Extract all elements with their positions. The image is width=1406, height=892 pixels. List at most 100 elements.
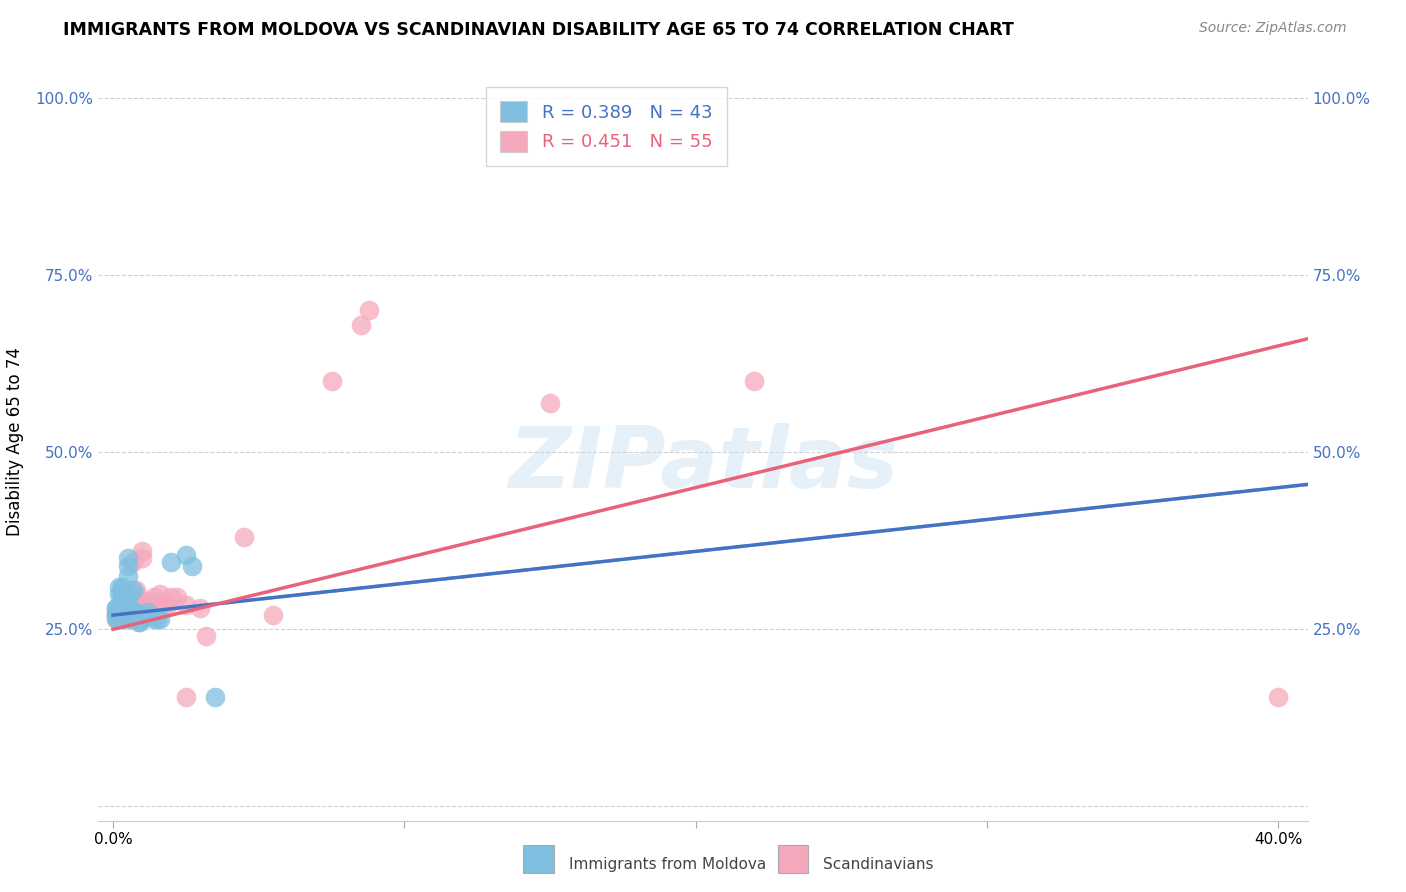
Point xyxy=(350,318,373,332)
Point xyxy=(111,587,134,601)
Point xyxy=(104,601,127,615)
Text: Source: ZipAtlas.com: Source: ZipAtlas.com xyxy=(1199,21,1347,35)
Point xyxy=(111,587,134,601)
Point xyxy=(108,587,131,601)
Point xyxy=(120,601,142,615)
Point xyxy=(117,612,139,626)
Point xyxy=(117,594,139,608)
Point xyxy=(104,601,127,615)
Point xyxy=(104,608,127,623)
Point xyxy=(149,587,172,601)
Point xyxy=(160,555,183,569)
Point xyxy=(108,601,131,615)
Text: Scandinavians: Scandinavians xyxy=(823,857,934,872)
Point xyxy=(359,303,381,318)
Point xyxy=(128,598,150,612)
Point xyxy=(122,583,145,598)
Point xyxy=(142,612,165,626)
Point xyxy=(136,598,159,612)
Point xyxy=(742,374,765,388)
Point xyxy=(117,558,139,573)
Point xyxy=(160,591,183,605)
Point xyxy=(131,612,153,626)
Point xyxy=(149,598,172,612)
Point xyxy=(180,558,202,573)
Point xyxy=(108,612,131,626)
Point xyxy=(125,587,148,601)
Point xyxy=(152,598,174,612)
Point xyxy=(104,605,127,619)
Point xyxy=(120,587,142,601)
Point xyxy=(128,615,150,630)
Point xyxy=(104,608,127,623)
Point xyxy=(117,598,139,612)
Point xyxy=(122,587,145,601)
Point xyxy=(111,601,134,615)
Point xyxy=(233,530,256,544)
Point xyxy=(122,605,145,619)
Point xyxy=(104,612,127,626)
Point xyxy=(105,612,128,626)
Text: ZIPatlas: ZIPatlas xyxy=(508,423,898,506)
Point xyxy=(114,601,136,615)
Point xyxy=(114,605,136,619)
Point xyxy=(111,591,134,605)
Point xyxy=(122,555,145,569)
Point xyxy=(174,598,197,612)
Point xyxy=(155,598,177,612)
Point xyxy=(104,612,127,626)
Point xyxy=(125,605,148,619)
Point xyxy=(1267,690,1289,704)
Point xyxy=(174,548,197,562)
Point xyxy=(111,612,134,626)
Point xyxy=(108,580,131,594)
Bar xyxy=(523,845,554,873)
Y-axis label: Disability Age 65 to 74: Disability Age 65 to 74 xyxy=(7,347,24,536)
Point xyxy=(195,629,218,643)
Point xyxy=(104,608,127,623)
Point xyxy=(142,591,165,605)
Point xyxy=(136,605,159,619)
Point xyxy=(114,601,136,615)
Point xyxy=(145,598,167,612)
Point xyxy=(125,612,148,626)
Point xyxy=(120,598,142,612)
Point xyxy=(117,569,139,583)
Point xyxy=(114,591,136,605)
Point xyxy=(114,598,136,612)
Point xyxy=(125,608,148,623)
Point xyxy=(145,612,167,626)
Text: Immigrants from Moldova: Immigrants from Moldova xyxy=(569,857,766,872)
Point xyxy=(114,601,136,615)
Point xyxy=(174,690,197,704)
Text: IMMIGRANTS FROM MOLDOVA VS SCANDINAVIAN DISABILITY AGE 65 TO 74 CORRELATION CHAR: IMMIGRANTS FROM MOLDOVA VS SCANDINAVIAN … xyxy=(63,21,1014,38)
Point xyxy=(131,544,153,558)
Point xyxy=(157,598,180,612)
Point xyxy=(131,608,153,623)
Point xyxy=(538,395,561,409)
Point xyxy=(128,615,150,630)
Point xyxy=(117,601,139,615)
Point xyxy=(120,608,142,623)
Point xyxy=(108,612,131,626)
Point xyxy=(108,605,131,619)
Point xyxy=(166,591,188,605)
Point xyxy=(262,608,284,623)
Point xyxy=(117,591,139,605)
Point xyxy=(134,594,156,608)
Point xyxy=(321,374,343,388)
Bar xyxy=(778,845,808,873)
Point xyxy=(108,601,131,615)
Legend: R = 0.389   N = 43, R = 0.451   N = 55: R = 0.389 N = 43, R = 0.451 N = 55 xyxy=(485,87,727,166)
Point xyxy=(204,690,226,704)
Point xyxy=(114,591,136,605)
Point xyxy=(190,601,212,615)
Point xyxy=(122,612,145,626)
Point xyxy=(111,583,134,598)
Point xyxy=(111,601,134,615)
Point xyxy=(117,551,139,566)
Point xyxy=(120,587,142,601)
Point xyxy=(134,598,156,612)
Point xyxy=(117,601,139,615)
Point xyxy=(125,583,148,598)
